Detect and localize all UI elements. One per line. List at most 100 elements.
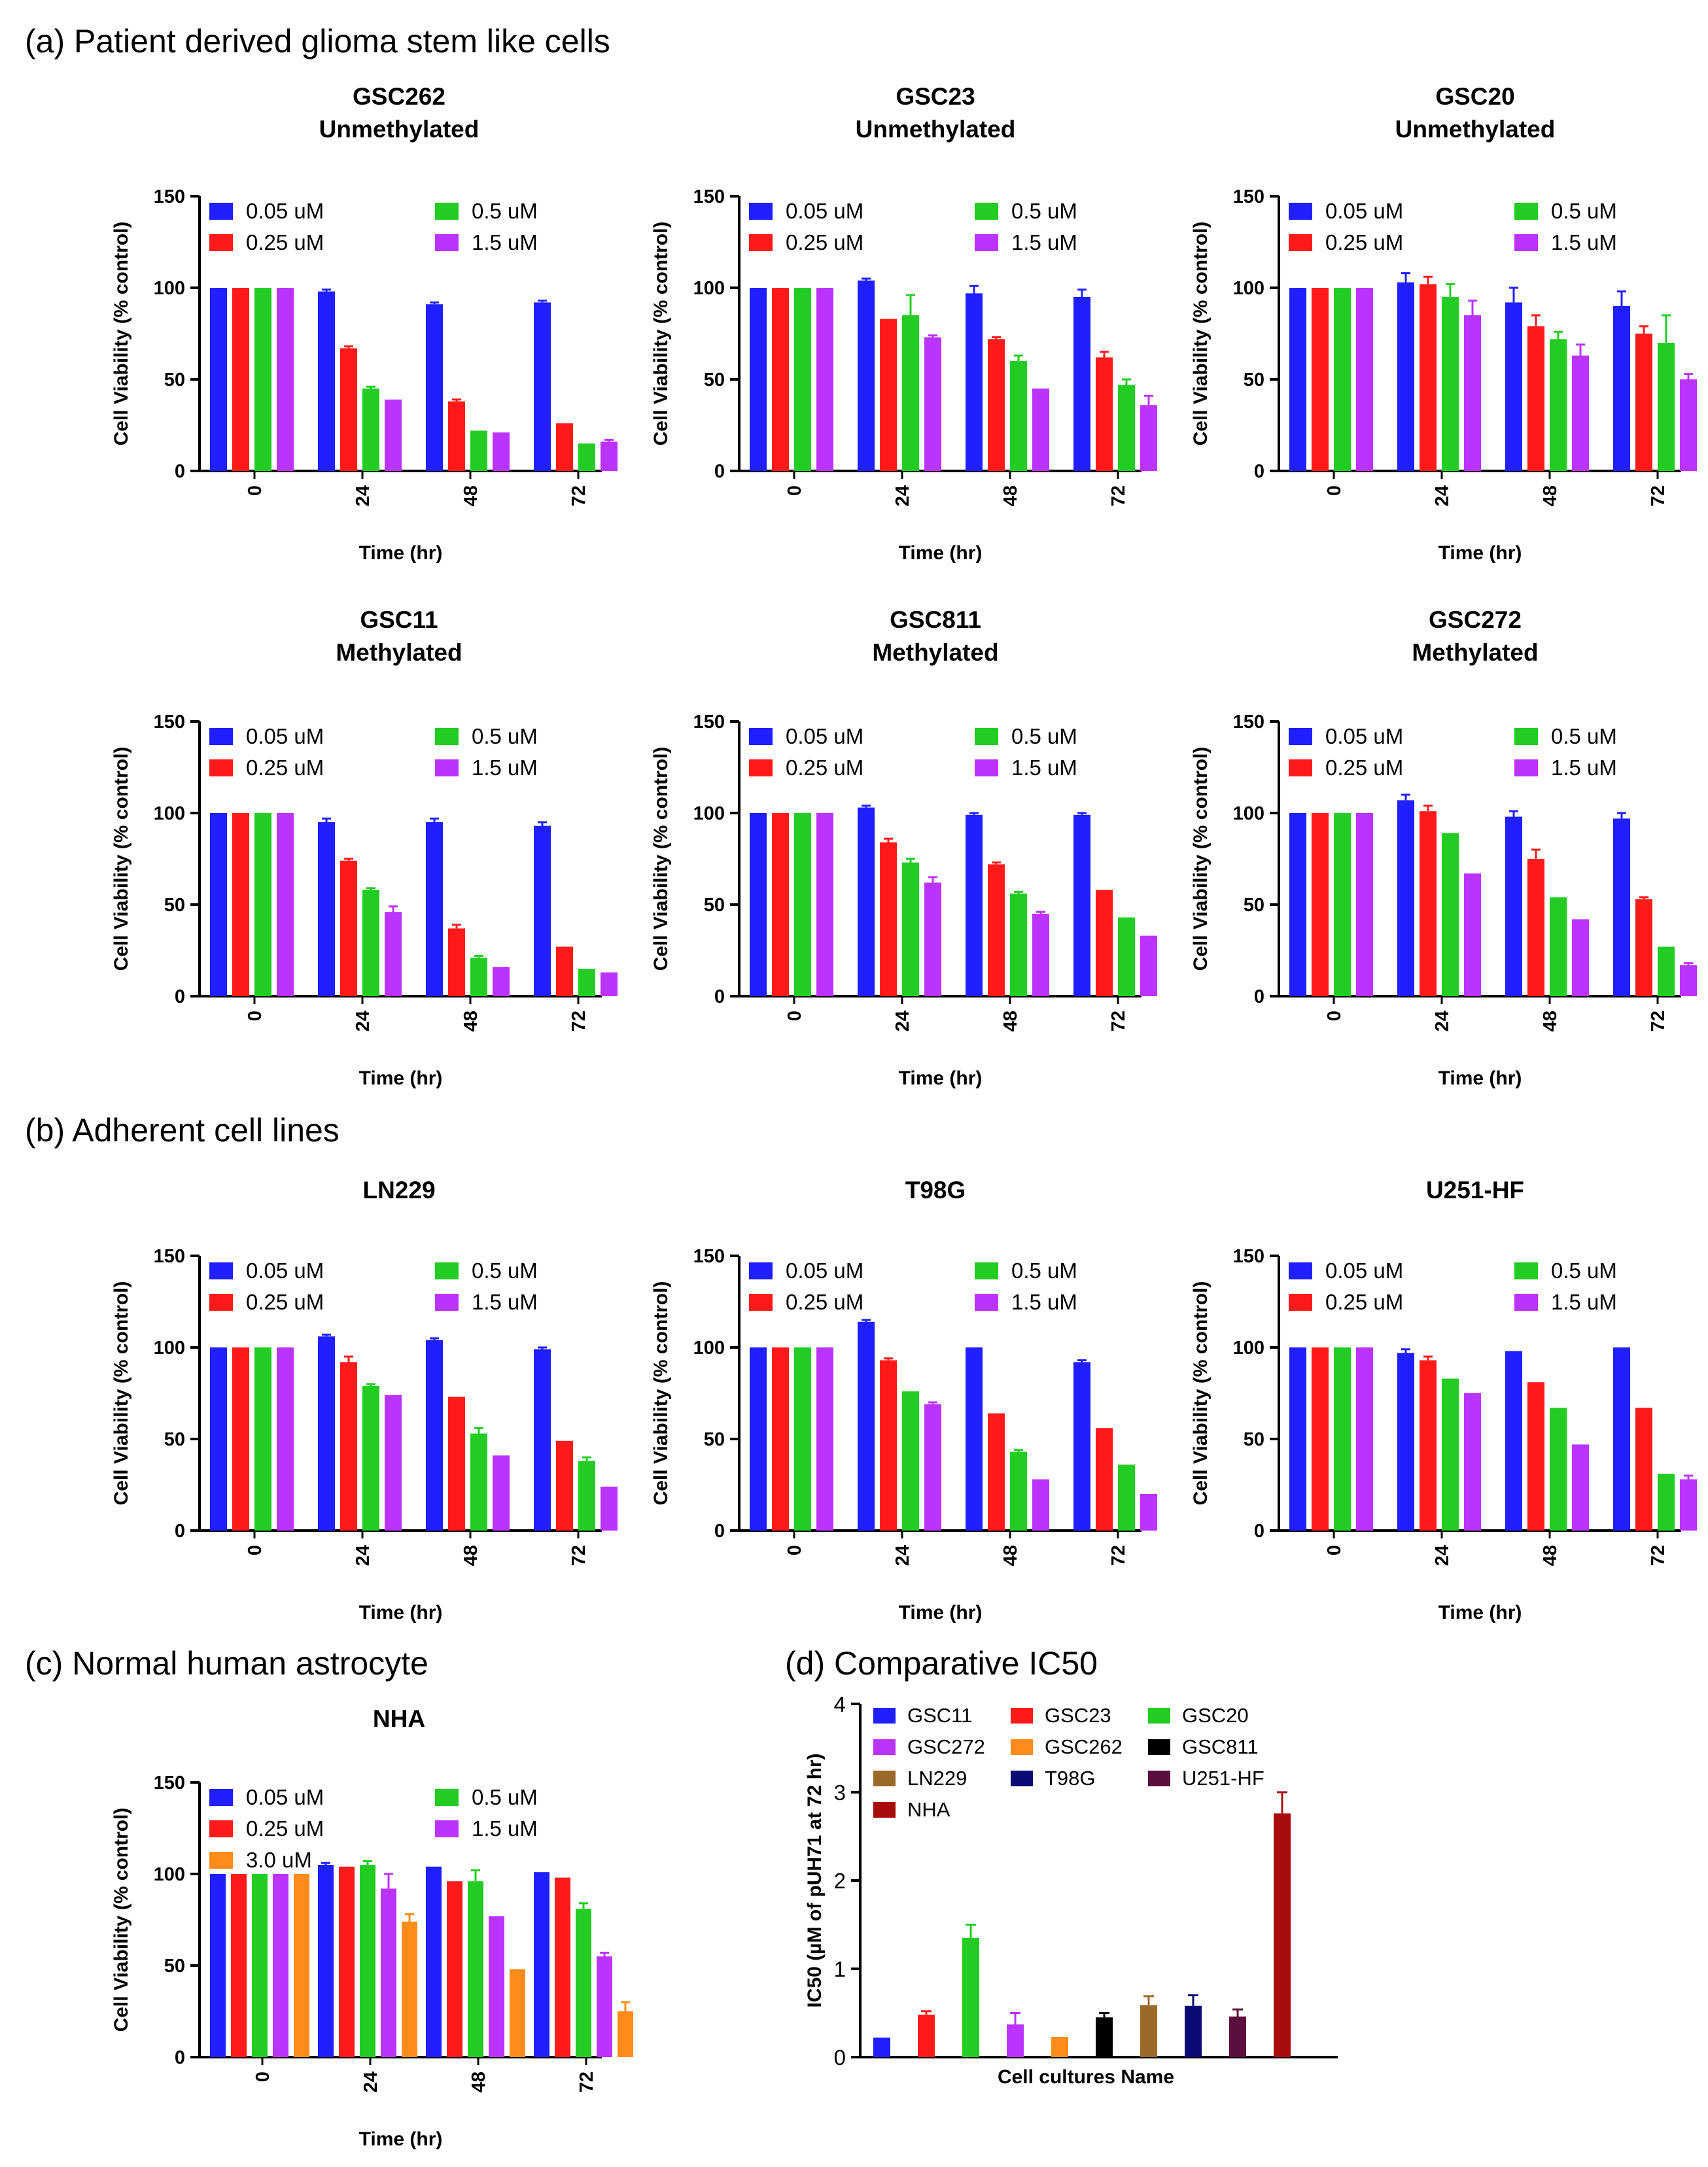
- x-axis-label: Time (hr): [359, 1602, 443, 1623]
- legend-swatch: [975, 203, 998, 220]
- x-axis-label: Time (hr): [1438, 1602, 1522, 1623]
- x-tick-label: 72: [1648, 1545, 1669, 1566]
- bar: [556, 423, 573, 471]
- bar: [1032, 389, 1049, 471]
- x-tick-label: 48: [461, 485, 481, 506]
- legend-label: 0.25 uM: [1325, 1290, 1403, 1314]
- legend-label: U251-HF: [1182, 1767, 1264, 1790]
- bar: [1010, 361, 1027, 471]
- legend-swatch: [435, 1789, 459, 1806]
- legend-swatch: [1289, 203, 1312, 220]
- legend-label: GSC11: [907, 1704, 972, 1727]
- y-tick-label: 2: [834, 1869, 846, 1893]
- bar: [1613, 306, 1630, 471]
- chart-gsc20: GSC20 Unmethylated 0 50 100 150 Cell Viability…: [1190, 83, 1697, 564]
- chart-u251hf: U251-HF 0 50 100 150 Cell Viability (% contro…: [1190, 1177, 1697, 1623]
- bar: [510, 1969, 525, 2057]
- bar: [470, 958, 487, 996]
- chart-ln229: LN229 0 50 100 150 Cell Viability (% control)…: [111, 1177, 618, 1623]
- y-tick-label: 100: [693, 1338, 725, 1359]
- bar: [318, 291, 335, 471]
- legend-label: 0.25 uM: [246, 230, 324, 254]
- legend-label: 0.05 uM: [1325, 724, 1403, 748]
- bar: [1397, 1353, 1414, 1531]
- bar: [468, 1881, 483, 2057]
- bar: [578, 1461, 595, 1531]
- legend-label: 0.25 uM: [1325, 755, 1403, 780]
- bar: [210, 1874, 226, 2057]
- bar: [1096, 357, 1113, 471]
- bar: [1442, 1378, 1459, 1531]
- y-tick-label: 0: [1254, 1521, 1264, 1542]
- x-tick-label: 24: [1432, 1011, 1453, 1031]
- legend-swatch: [435, 203, 459, 220]
- bar: [750, 813, 767, 996]
- bar: [578, 969, 595, 996]
- x-tick-label: 0: [1324, 1545, 1345, 1555]
- section-b-title: (b) Adherent cell lines: [25, 1112, 340, 1149]
- x-tick-label: 72: [1648, 485, 1669, 506]
- legend-swatch: [1514, 759, 1538, 776]
- legend-label: 0.5 uM: [1551, 1258, 1617, 1283]
- legend-swatch: [1289, 759, 1312, 776]
- y-tick-label: 50: [704, 370, 725, 390]
- section-d-title: (d) Comparative IC50: [785, 1645, 1098, 1682]
- legend-swatch: [1011, 1708, 1033, 1724]
- bar: [1505, 302, 1522, 471]
- y-tick-label: 150: [1233, 186, 1264, 207]
- legend-label: 0.25 uM: [786, 230, 863, 254]
- legend-label: 1.5 uM: [472, 1290, 538, 1314]
- bar: [402, 1921, 417, 2057]
- legend-swatch: [435, 1262, 459, 1279]
- x-tick-label: 0: [784, 1545, 805, 1555]
- bar: [873, 2037, 890, 2057]
- bar: [1140, 405, 1157, 471]
- legend-swatch: [1514, 1294, 1538, 1311]
- chart-title: Unmethylated: [856, 116, 1016, 143]
- x-tick-label: 72: [568, 1011, 589, 1031]
- bar: [470, 1433, 487, 1531]
- bar: [210, 1347, 227, 1531]
- x-tick-label: 48: [1540, 1011, 1561, 1031]
- y-tick-label: 0: [714, 461, 725, 482]
- bar: [1185, 2005, 1202, 2057]
- bar: [1356, 813, 1373, 996]
- legend-swatch: [1148, 1771, 1170, 1786]
- bar: [618, 2011, 633, 2057]
- chart-gsc262: GSC262 Unmethylated 0 50 100 150 Cell Viabilit…: [111, 83, 618, 564]
- x-tick-label: 0: [1324, 485, 1345, 496]
- legend-label: 0.25 uM: [246, 1816, 324, 1841]
- legend-swatch: [873, 1708, 896, 1724]
- legend-label: 0.05 uM: [246, 1785, 324, 1809]
- legend-swatch: [435, 759, 459, 776]
- bar: [1464, 1393, 1481, 1531]
- section-c-title: (c) Normal human astrocyte: [25, 1645, 428, 1682]
- y-tick-label: 0: [834, 2045, 846, 2070]
- x-tick-label: 0: [245, 1545, 266, 1555]
- bar: [534, 302, 551, 471]
- legend-label: 0.05 uM: [786, 1258, 863, 1283]
- bar: [1010, 1451, 1027, 1531]
- legend-swatch: [1011, 1771, 1033, 1786]
- y-tick-label: 0: [175, 1521, 185, 1542]
- bar: [601, 1486, 618, 1531]
- y-tick-label: 0: [714, 986, 725, 1007]
- bar: [1635, 1408, 1652, 1531]
- legend-swatch: [975, 1262, 998, 1279]
- y-axis-label: Cell Viability (% control): [111, 1808, 132, 2032]
- bar: [426, 1340, 443, 1531]
- x-tick-label: 24: [360, 2072, 381, 2092]
- x-tick-label: 72: [568, 485, 589, 506]
- bar: [1118, 385, 1135, 471]
- bar: [966, 293, 983, 471]
- y-tick-label: 50: [704, 895, 725, 916]
- bar: [1505, 1351, 1522, 1531]
- legend-swatch: [873, 1802, 896, 1818]
- bar: [1658, 343, 1675, 471]
- y-tick-label: 50: [164, 895, 185, 916]
- x-tick-label: 48: [1540, 485, 1561, 506]
- x-tick-label: 48: [1000, 1545, 1021, 1566]
- bar: [252, 1874, 268, 2057]
- chart-title: GSC262: [353, 83, 445, 110]
- legend-label: 0.05 uM: [786, 199, 863, 223]
